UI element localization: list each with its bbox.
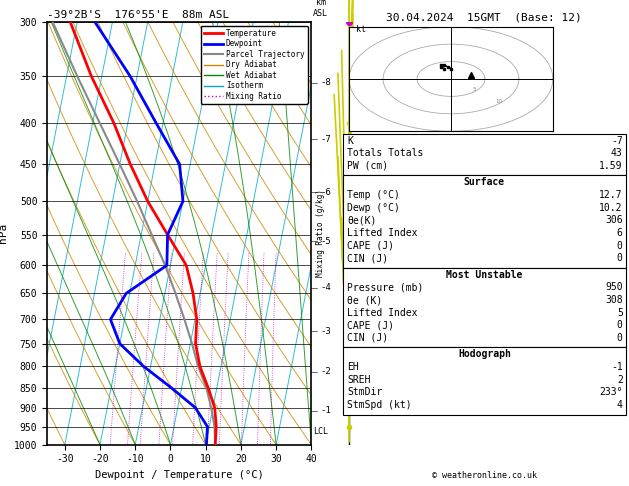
Text: Lifted Index: Lifted Index — [347, 308, 418, 318]
Text: Surface: Surface — [464, 177, 505, 188]
Text: Temp (°C): Temp (°C) — [347, 190, 400, 200]
Text: Lifted Index: Lifted Index — [347, 228, 418, 238]
Text: © weatheronline.co.uk: © weatheronline.co.uk — [432, 471, 537, 480]
Text: PW (cm): PW (cm) — [347, 161, 388, 171]
Text: -4: -4 — [321, 283, 331, 293]
Text: StmSpd (kt): StmSpd (kt) — [347, 400, 412, 410]
Text: CAPE (J): CAPE (J) — [347, 241, 394, 251]
Text: -1: -1 — [321, 406, 331, 416]
Text: -8: -8 — [321, 78, 331, 87]
Text: SREH: SREH — [347, 375, 370, 385]
Text: 43: 43 — [611, 148, 623, 158]
Text: 10: 10 — [215, 445, 223, 450]
Text: 1.59: 1.59 — [599, 161, 623, 171]
Text: K: K — [347, 136, 353, 146]
Text: 0: 0 — [617, 241, 623, 251]
Text: Totals Totals: Totals Totals — [347, 148, 423, 158]
Text: km
ASL: km ASL — [313, 0, 328, 17]
Text: -3: -3 — [321, 327, 331, 336]
Text: 950: 950 — [605, 282, 623, 293]
Text: 0: 0 — [617, 333, 623, 343]
Text: 8: 8 — [206, 445, 209, 450]
Text: 233°: 233° — [599, 387, 623, 398]
Text: 0: 0 — [617, 253, 623, 263]
Text: 5: 5 — [617, 308, 623, 318]
Text: 6: 6 — [617, 228, 623, 238]
Text: 308: 308 — [605, 295, 623, 305]
Text: 5: 5 — [473, 87, 477, 92]
Text: 6: 6 — [191, 445, 194, 450]
Text: -7: -7 — [321, 135, 331, 144]
Text: 306: 306 — [605, 215, 623, 226]
Text: Hodograph: Hodograph — [458, 349, 511, 360]
Text: kt: kt — [356, 25, 366, 34]
Text: 15: 15 — [238, 445, 245, 450]
Text: -6: -6 — [321, 188, 331, 196]
Legend: Temperature, Dewpoint, Parcel Trajectory, Dry Adiabat, Wet Adiabat, Isotherm, Mi: Temperature, Dewpoint, Parcel Trajectory… — [201, 26, 308, 104]
Text: -1: -1 — [611, 362, 623, 372]
X-axis label: Dewpoint / Temperature (°C): Dewpoint / Temperature (°C) — [95, 470, 264, 480]
Text: 25: 25 — [267, 445, 274, 450]
Text: -39°2B'S  176°55'E  88m ASL: -39°2B'S 176°55'E 88m ASL — [47, 10, 230, 20]
Text: StmDir: StmDir — [347, 387, 382, 398]
Text: 1.5: 1.5 — [123, 445, 132, 450]
Text: θe(K): θe(K) — [347, 215, 377, 226]
Text: 30.04.2024  15GMT  (Base: 12): 30.04.2024 15GMT (Base: 12) — [386, 12, 582, 22]
Text: 4: 4 — [170, 445, 175, 450]
Text: CIN (J): CIN (J) — [347, 333, 388, 343]
Text: 2: 2 — [138, 445, 142, 450]
Text: Pressure (mb): Pressure (mb) — [347, 282, 423, 293]
Text: 3: 3 — [157, 445, 161, 450]
Text: 10: 10 — [495, 99, 502, 104]
Text: 2: 2 — [617, 375, 623, 385]
Text: 4: 4 — [617, 400, 623, 410]
Text: 12.7: 12.7 — [599, 190, 623, 200]
Text: -7: -7 — [611, 136, 623, 146]
Text: CAPE (J): CAPE (J) — [347, 320, 394, 330]
Text: 1: 1 — [108, 445, 112, 450]
Text: -2: -2 — [321, 367, 331, 377]
Text: LCL: LCL — [313, 427, 328, 436]
Text: 20: 20 — [253, 445, 262, 450]
Text: EH: EH — [347, 362, 359, 372]
Text: Most Unstable: Most Unstable — [446, 270, 523, 280]
Text: 0: 0 — [617, 320, 623, 330]
Text: CIN (J): CIN (J) — [347, 253, 388, 263]
Text: θe (K): θe (K) — [347, 295, 382, 305]
Text: 10.2: 10.2 — [599, 203, 623, 213]
Text: -5: -5 — [321, 237, 331, 245]
Text: Mixing Ratio (g/kg): Mixing Ratio (g/kg) — [316, 190, 325, 277]
Y-axis label: hPa: hPa — [0, 223, 8, 243]
Text: Dewp (°C): Dewp (°C) — [347, 203, 400, 213]
